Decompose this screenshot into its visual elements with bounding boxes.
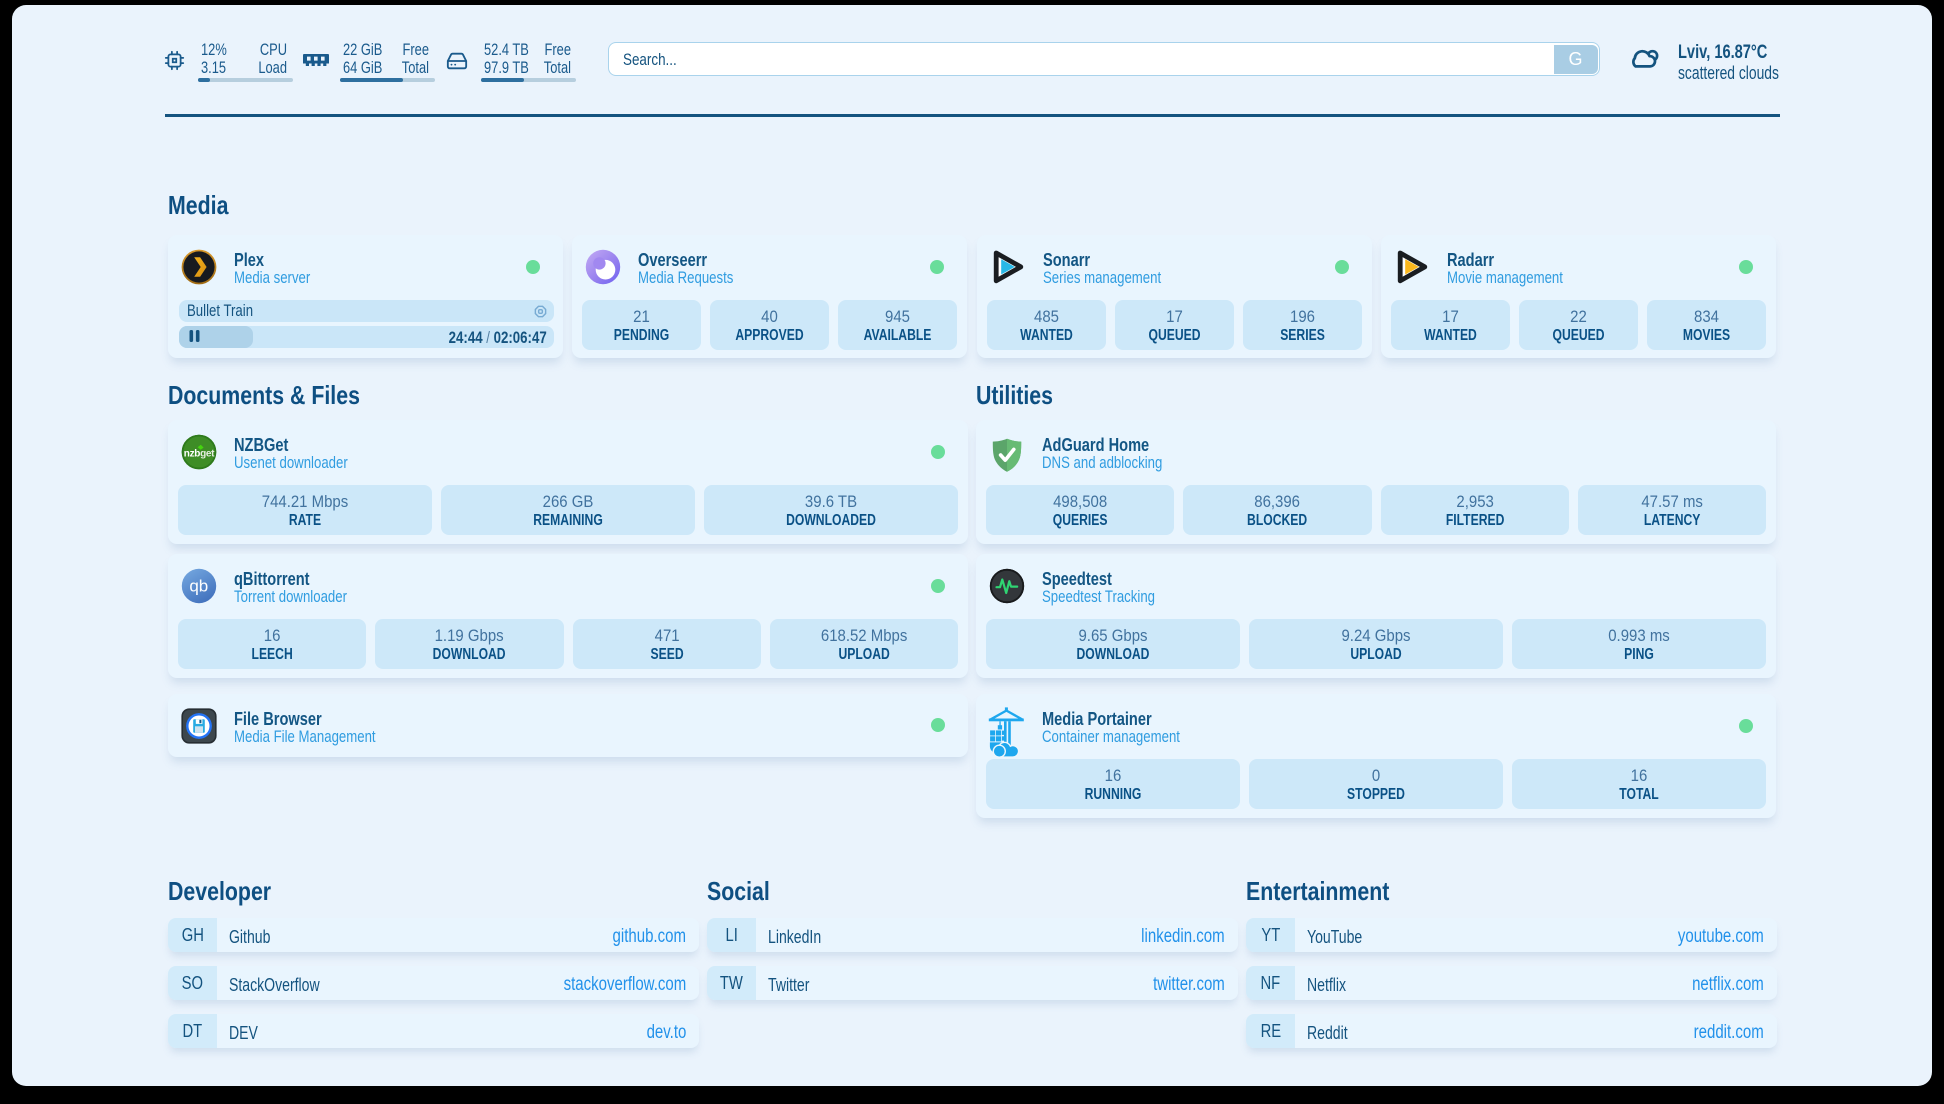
svg-text:nzbget: nzbget [184,448,215,459]
svg-text:qb: qb [189,577,208,596]
